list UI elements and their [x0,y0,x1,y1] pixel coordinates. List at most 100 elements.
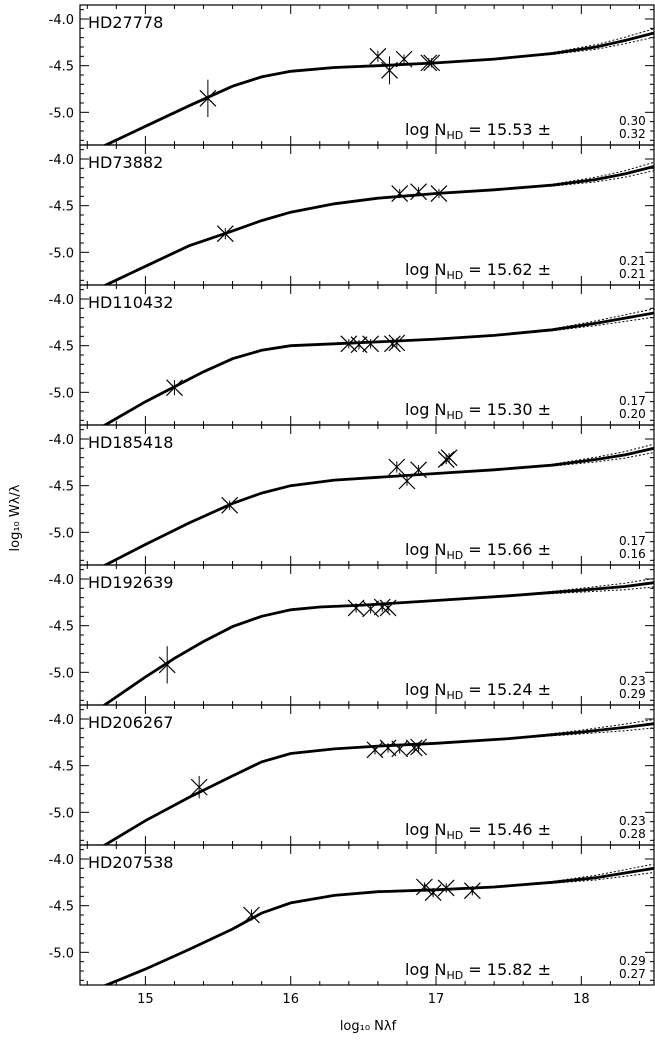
curve-of-growth [102,581,654,705]
y-tick-label: -5.0 [49,386,74,401]
annot-subscript: HD [446,129,463,142]
panel-star-label: HD185418 [88,433,173,452]
x-axis-label: log₁₀ Nλf [340,1019,397,1034]
y-tick-label: -4.0 [49,573,74,588]
column-density-label: log NHD = 15.46 ± [405,820,551,842]
y-tick-label: -4.0 [49,433,74,448]
error-plus: 0.30 [619,114,646,128]
curve-group [102,161,654,285]
y-axis-label: log₁₀ Wλ/λ [8,484,23,551]
panel-hd110432: -4.0 -4.5 -5.0 HD110432 log NHD = 15.30 ± 0.1… [49,284,655,426]
error-minus: 0.29 [619,687,646,701]
y-tick-label: -4.0 [49,13,74,28]
data-point [381,56,398,85]
marker-stroke [463,882,481,900]
annot-subscript: HD [446,689,463,702]
y-tick-label: -4.0 [49,713,74,728]
data-point [415,878,433,896]
column-density-label: log NHD = 15.53 ± [405,120,551,142]
data-point [158,646,176,684]
annot-value: = 15.24 ± [463,680,551,699]
curve-upper-bound [104,28,654,145]
marker-stroke [369,47,387,65]
error-plus: 0.29 [619,954,646,968]
data-point [410,461,428,479]
marker-stroke [381,61,398,79]
annot-value: = 15.82 ± [463,960,551,979]
curve-group [102,578,654,705]
y-tick-label: -4.5 [49,900,74,915]
curve-group [102,719,654,845]
column-density-label: log NHD = 15.30 ± [405,400,551,422]
marker-stroke [366,741,384,759]
curve-upper-bound [104,161,654,285]
marker-stroke [391,740,409,758]
data-point [391,185,409,202]
curve-of-growth [102,165,654,285]
marker-stroke [350,336,368,354]
panel-hd192639: -4.0 -4.5 -5.0 HD192639 log NHD = 15.24 ± 0.2… [49,564,655,706]
panel-hd207538: -4.0 -4.5 -5.0 HD207538 log NHD = 15.82 ± 0.2… [49,844,655,986]
column-density-label: log NHD = 15.66 ± [405,540,551,562]
curve-of-growth [102,866,654,985]
annot-subscript: HD [446,549,463,562]
y-tick-label: -5.0 [49,666,74,681]
data-point [347,599,365,617]
y-tick-label: -4.5 [49,760,74,775]
data-point [221,496,239,514]
marker-stroke [420,54,438,72]
data-point [430,185,448,202]
panel-star-label: HD27778 [88,13,163,32]
marker-stroke [158,656,176,674]
marker-stroke [388,458,406,476]
data-point [388,458,406,476]
marker-stroke [243,906,260,924]
curve-of-growth [102,722,654,845]
data-point [391,740,409,758]
y-tick-label: -4.5 [49,340,74,355]
error-minus: 0.16 [619,547,646,561]
data-point [166,379,183,397]
y-tick-label: -5.0 [49,526,74,541]
curve-upper-bound [103,578,654,705]
x-tick-label: 15 [137,992,154,1007]
error-minus: 0.20 [619,407,646,421]
column-density-label: log NHD = 15.62 ± [405,260,551,282]
data-point [243,906,260,924]
data-point [388,334,406,352]
annot-value: = 15.30 ± [463,400,551,419]
curve-of-growth [102,31,654,145]
marker-stroke [166,379,183,397]
annot-prefix: log N [405,820,446,839]
panel-hd206267: -4.0 -4.5 -5.0 HD206267 log NHD = 15.46 ± 0.2… [49,704,655,846]
data-point [199,79,217,117]
data-point [190,775,208,799]
marker-stroke [221,496,239,514]
marker-stroke [190,778,208,796]
marker-stroke [440,449,458,467]
error-minus: 0.21 [619,267,646,281]
marker-stroke [423,54,441,72]
data-point [437,879,455,897]
error-plus: 0.23 [619,674,646,688]
curve-upper-bound [103,719,654,845]
data-point [410,738,428,756]
marker-stroke [437,879,455,897]
data-point [395,50,413,68]
marker-stroke [410,183,428,201]
annot-prefix: log N [405,540,446,559]
curve-group [102,863,654,985]
marker-stroke [424,884,442,902]
data-point [440,449,458,467]
data-point [362,335,380,353]
panel-hd27778: -4.0 -4.5 -5.0 HD27778 log NHD = 15.53 ± 0.30… [49,4,655,146]
data-point [424,884,442,902]
annot-subscript: HD [446,269,463,282]
annot-value: = 15.62 ± [463,260,551,279]
y-tick-label: -5.0 [49,246,74,261]
y-tick-label: -5.0 [49,106,74,121]
annot-value: = 15.53 ± [463,120,551,139]
panel-star-label: HD73882 [88,153,163,172]
data-point [410,183,428,201]
annot-subscript: HD [446,969,463,982]
